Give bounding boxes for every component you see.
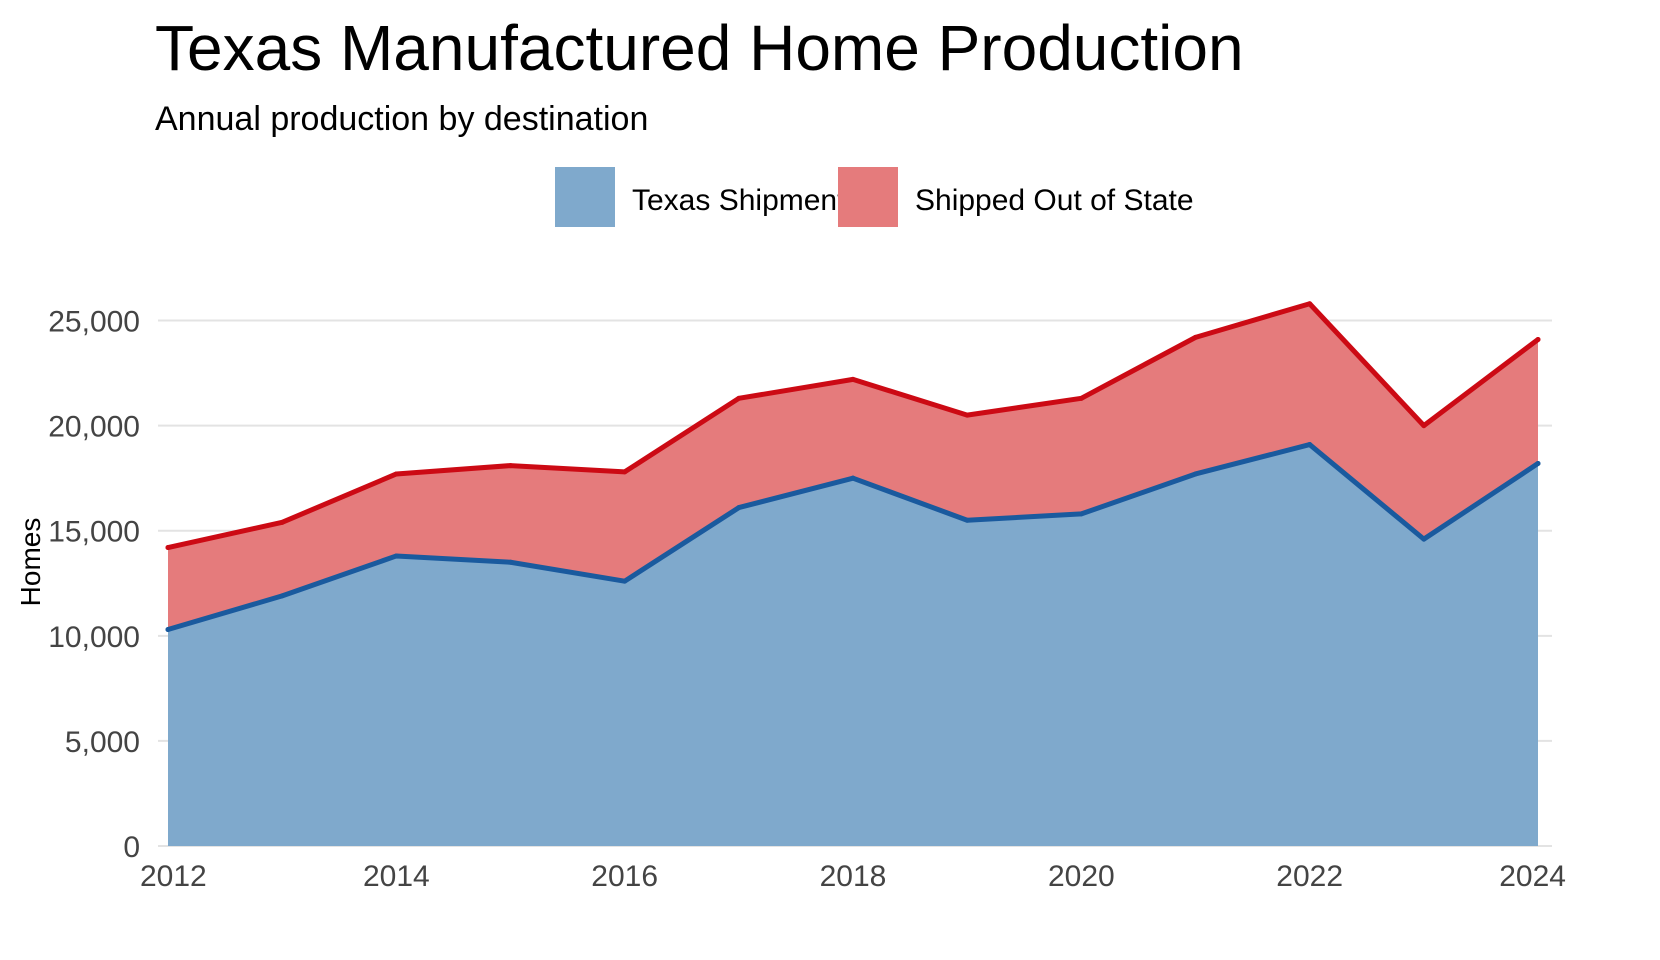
y-tick-label: 0 — [123, 831, 140, 864]
point-texas-shipments — [279, 593, 285, 599]
chart-subtitle: Annual production by destination — [155, 100, 648, 138]
point-shipped-out-of-state — [508, 463, 513, 469]
plot-lines — [165, 301, 1541, 633]
legend-label-shipped-out-of-state: Shipped Out of State — [915, 184, 1194, 217]
point-shipped-out-of-state — [1307, 301, 1313, 307]
point-texas-shipments — [850, 475, 856, 481]
y-tick-label: 5,000 — [65, 726, 140, 759]
point-texas-shipments — [1421, 536, 1427, 542]
x-tick-label: 2014 — [363, 860, 430, 893]
point-texas-shipments — [1307, 442, 1313, 448]
area-texas-shipments — [168, 444, 1538, 846]
point-shipped-out-of-state — [850, 376, 856, 382]
point-shipped-out-of-state — [1535, 336, 1541, 342]
plot-areas — [168, 303, 1538, 846]
point-shipped-out-of-state — [165, 545, 171, 551]
chart-title: Texas Manufactured Home Production — [155, 12, 1244, 84]
y-tick-label: 10,000 — [48, 621, 140, 654]
legend-label-texas-shipments: Texas Shipments — [632, 184, 860, 217]
point-texas-shipments — [1078, 511, 1084, 517]
point-texas-shipments — [508, 559, 513, 565]
x-axis-ticks: 2012 2014 2016 2018 2020 2022 2024 — [140, 860, 1566, 893]
area-shipped-out-of-state — [168, 303, 1538, 630]
x-tick-label: 2022 — [1276, 860, 1343, 893]
y-axis-ticks: 0 5,000 10,000 15,000 20,000 25,000 — [48, 306, 140, 864]
point-shipped-out-of-state — [1193, 334, 1198, 340]
point-texas-shipments — [1193, 471, 1198, 477]
legend-swatch-texas-shipments — [555, 167, 615, 227]
point-shipped-out-of-state — [1078, 395, 1084, 401]
point-texas-shipments — [622, 578, 628, 584]
point-shipped-out-of-state — [964, 412, 970, 418]
y-tick-label: 15,000 — [48, 516, 140, 549]
x-tick-label: 2020 — [1048, 860, 1115, 893]
y-tick-label: 20,000 — [48, 411, 140, 444]
point-texas-shipments — [736, 505, 742, 511]
x-tick-label: 2016 — [591, 860, 658, 893]
point-texas-shipments — [165, 627, 171, 633]
point-texas-shipments — [1535, 460, 1541, 466]
x-tick-label: 2024 — [1499, 860, 1566, 893]
x-tick-label: 2018 — [820, 860, 887, 893]
legend: Texas Shipments Shipped Out of State — [555, 167, 1194, 227]
y-axis-title: Homes — [15, 518, 46, 607]
y-tick-label: 25,000 — [48, 306, 140, 339]
point-shipped-out-of-state — [393, 471, 399, 477]
x-tick-label: 2012 — [140, 860, 207, 893]
legend-swatch-shipped-out-of-state — [838, 167, 898, 227]
point-texas-shipments — [393, 553, 399, 559]
point-shipped-out-of-state — [279, 519, 285, 525]
point-shipped-out-of-state — [736, 395, 742, 401]
point-shipped-out-of-state — [1421, 423, 1427, 429]
point-texas-shipments — [964, 517, 970, 523]
point-shipped-out-of-state — [622, 469, 628, 475]
